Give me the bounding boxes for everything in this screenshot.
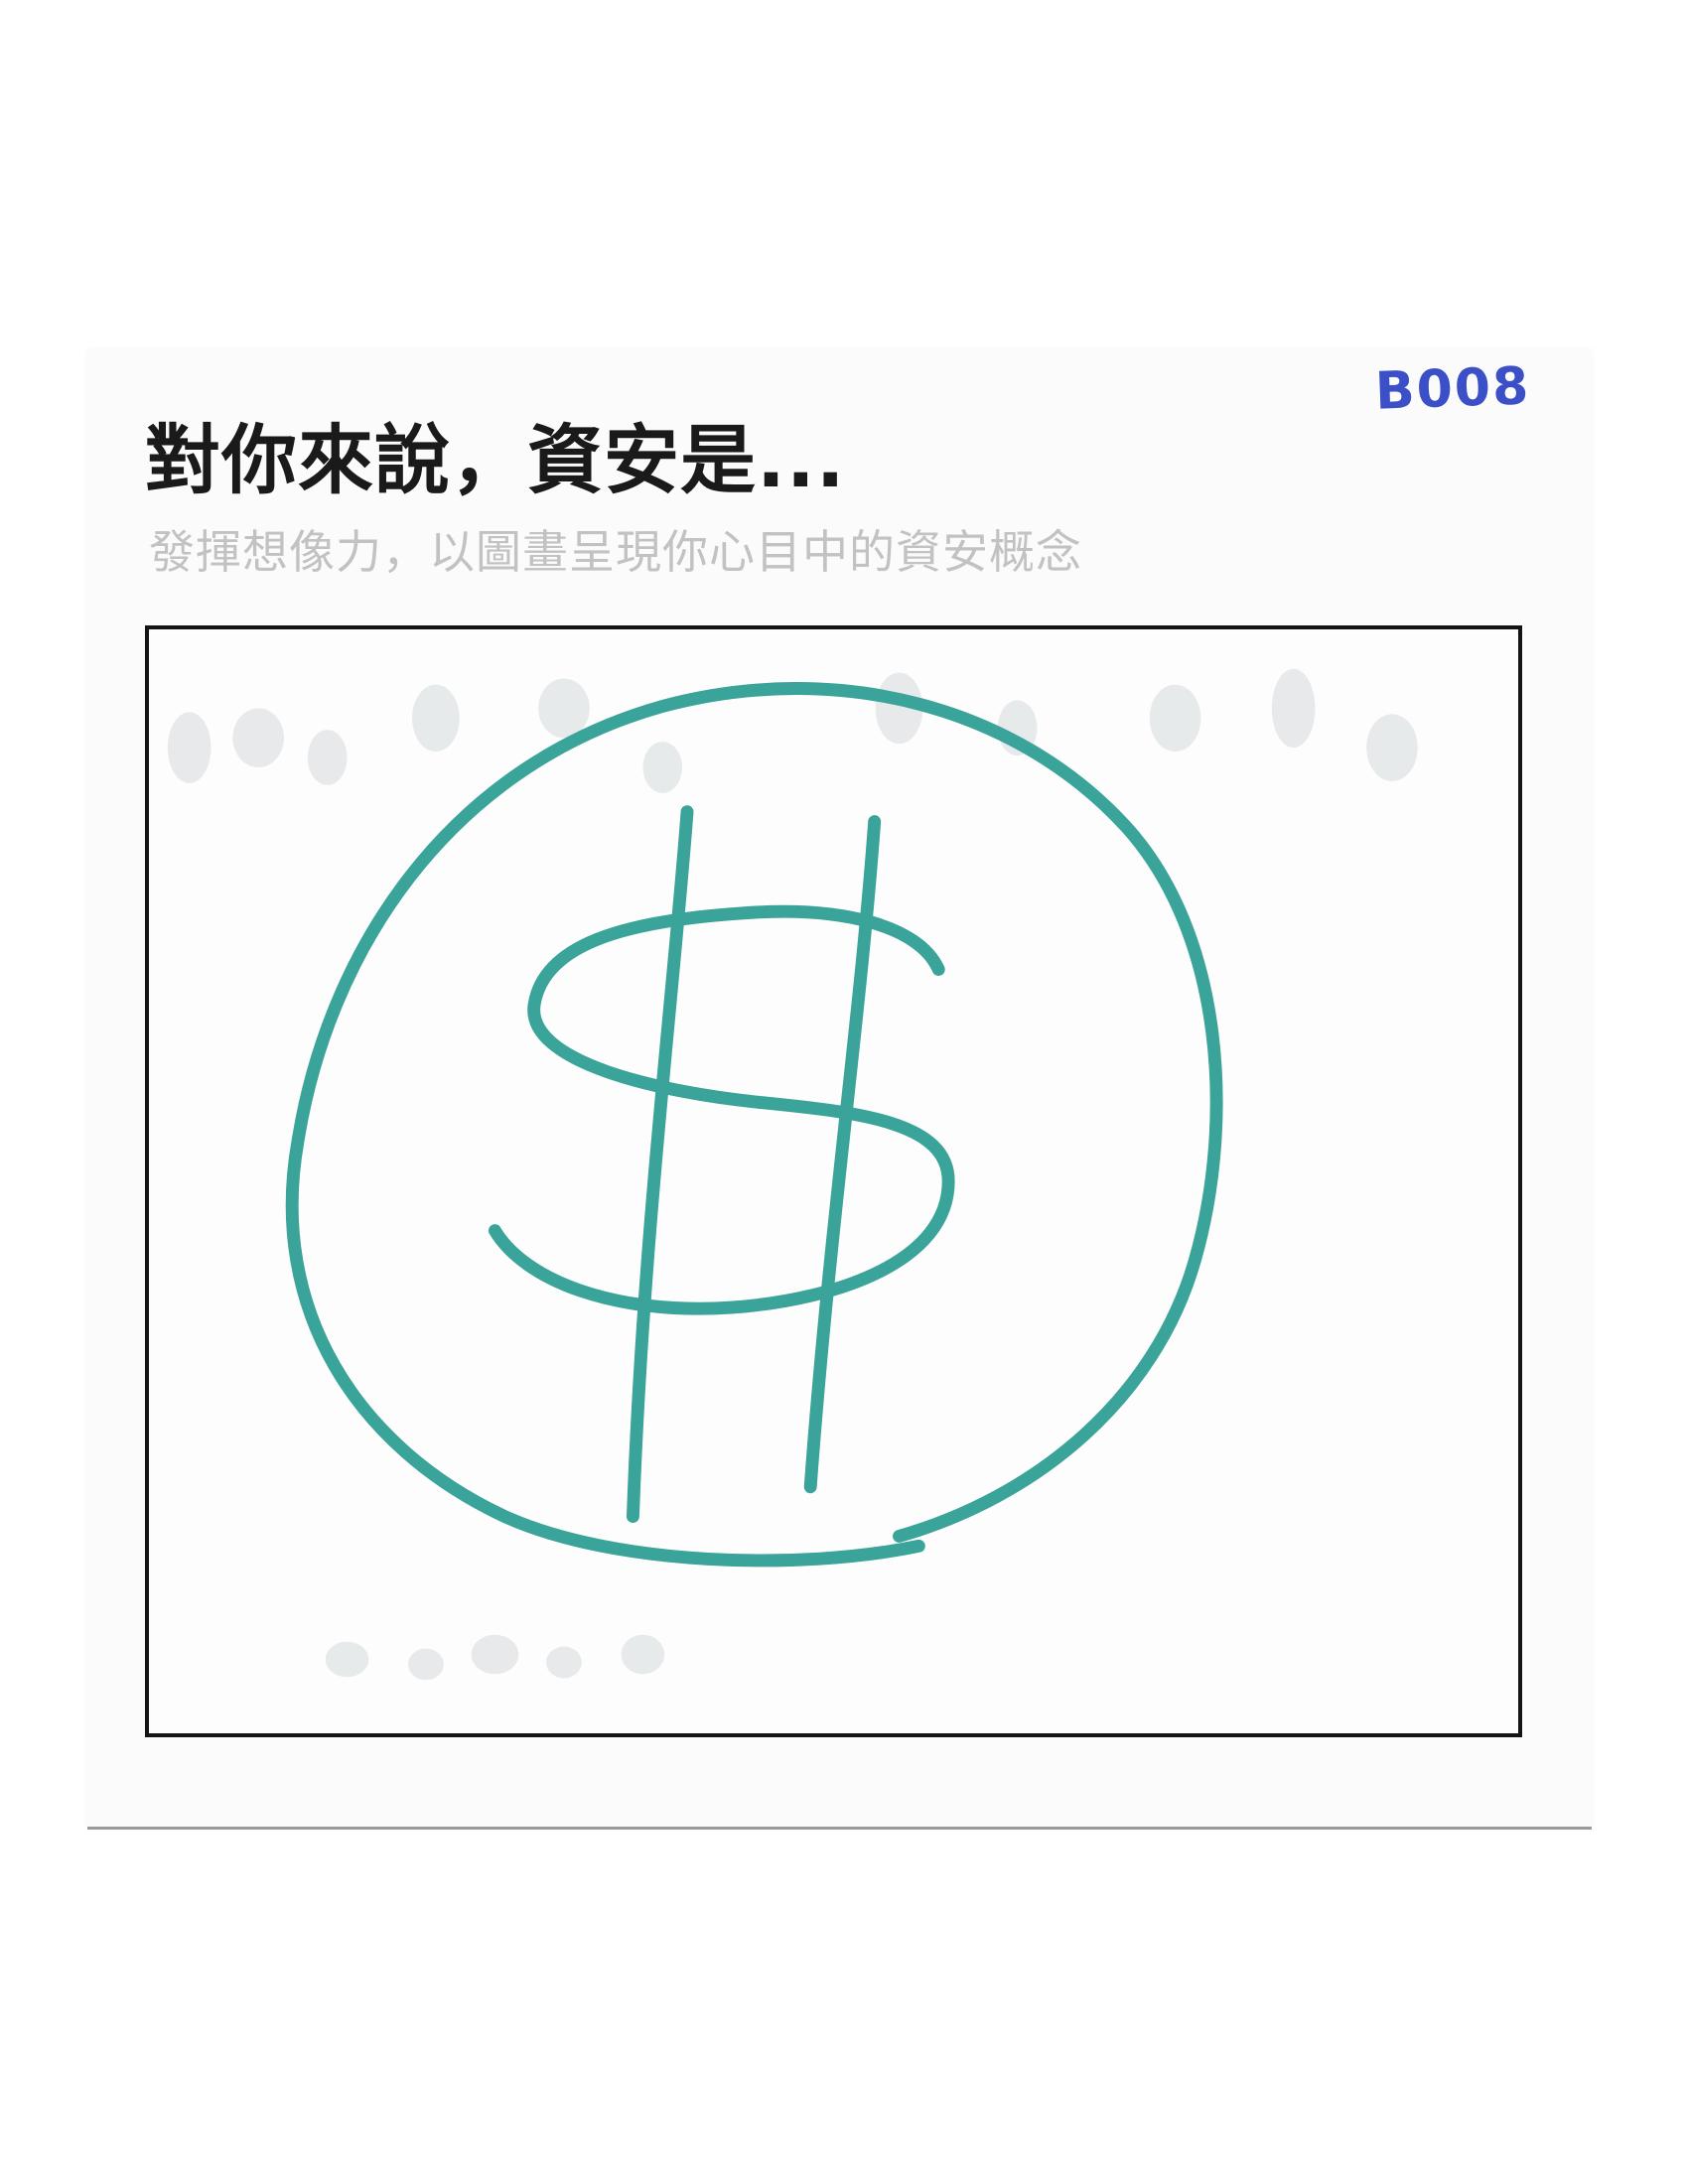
drawing-area bbox=[145, 625, 1522, 1737]
card-id-label: B008 bbox=[1373, 356, 1531, 422]
survey-card: B008 對你來說，資安是... 發揮想像力，以圖畫呈現你心目中的資安概念 bbox=[87, 349, 1592, 1830]
bleed-through-marks bbox=[167, 668, 1418, 1681]
dollar-drawing bbox=[167, 668, 1418, 1681]
card-title: 對你來說，資安是... bbox=[145, 416, 846, 504]
dollar-circle-icon bbox=[285, 682, 1223, 1568]
card-subtitle: 發揮想像力，以圖畫呈現你心目中的資安概念 bbox=[149, 525, 1082, 579]
